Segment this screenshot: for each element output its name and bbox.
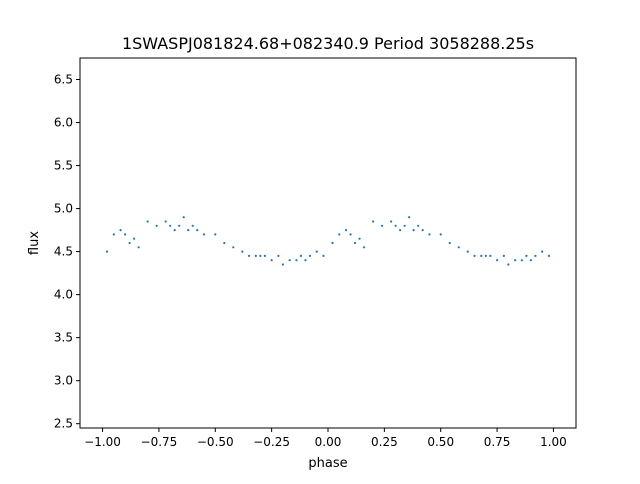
data-point (353, 241, 357, 245)
data-point (381, 224, 384, 227)
data-point (520, 259, 523, 262)
data-point (187, 228, 190, 232)
data-point (277, 254, 280, 258)
data-point (232, 246, 235, 249)
y-tick-label: 5.0 (54, 202, 73, 216)
data-point (270, 259, 273, 262)
data-point (123, 233, 127, 236)
points-layer (105, 216, 551, 266)
data-point (371, 220, 375, 223)
data-point (308, 254, 312, 258)
data-point (105, 250, 109, 253)
data-point (473, 254, 476, 258)
data-point (349, 233, 352, 236)
y-axis: 2.5 3.0 3.5 4.0 4.5 5.0 5.5 6.0 6.5 (54, 73, 80, 431)
data-point (408, 216, 411, 219)
data-point (173, 228, 176, 232)
y-tick-label: 6.0 (54, 116, 73, 130)
x-tick-label: −0.25 (253, 435, 290, 449)
data-point (169, 224, 172, 227)
data-point (241, 250, 244, 253)
data-point (399, 228, 402, 232)
data-point (480, 254, 483, 258)
data-point (182, 216, 185, 219)
data-point (164, 220, 167, 223)
data-point (421, 228, 424, 232)
data-point (202, 233, 206, 236)
data-point (489, 254, 492, 258)
data-point (448, 241, 451, 245)
data-point (507, 263, 510, 266)
x-tick-label: −0.50 (197, 435, 234, 449)
data-point (390, 220, 393, 223)
chart-title: 1SWASPJ081824.68+082340.9 Period 3058288… (122, 34, 534, 53)
x-axis-label: phase (308, 456, 347, 471)
data-point (119, 228, 122, 232)
y-tick-label: 2.5 (54, 417, 73, 431)
data-point (191, 224, 194, 227)
x-tick-label: 0.75 (484, 435, 511, 449)
data-point (254, 254, 257, 258)
x-tick-label: −1.00 (84, 435, 121, 449)
data-point (304, 259, 307, 262)
data-point (495, 259, 499, 262)
y-tick-label: 3.5 (54, 331, 73, 345)
data-point (362, 246, 366, 249)
data-point (358, 237, 361, 240)
data-point (315, 250, 318, 253)
y-axis-label: flux (27, 231, 42, 255)
x-tick-label: 0.50 (427, 435, 454, 449)
data-point (338, 233, 341, 236)
data-point (394, 224, 397, 227)
data-point (529, 259, 533, 262)
data-point (196, 228, 199, 232)
data-point (146, 220, 149, 223)
y-tick-label: 4.5 (54, 245, 73, 259)
data-point (403, 224, 406, 227)
data-point (263, 254, 266, 258)
x-tick-label: 0.25 (371, 435, 398, 449)
data-point (214, 233, 217, 236)
data-point (155, 224, 158, 227)
x-tick-label: 1.00 (540, 435, 567, 449)
data-point (439, 233, 442, 236)
data-point (299, 254, 303, 258)
data-point (525, 254, 528, 258)
data-point (457, 246, 460, 249)
data-point (223, 241, 226, 245)
data-point (112, 233, 115, 236)
data-point (484, 254, 487, 258)
data-point (502, 254, 505, 258)
y-tick-label: 4.0 (54, 288, 73, 302)
data-point (514, 259, 517, 262)
y-tick-label: 3.0 (54, 374, 73, 388)
data-point (295, 259, 298, 262)
data-point (534, 254, 537, 258)
data-point (288, 259, 291, 262)
data-point (137, 246, 140, 249)
data-point (412, 228, 415, 232)
data-point (128, 241, 131, 245)
x-axis: −1.00 −0.75 −0.50 −0.25 0.00 0.25 0.50 0.75 1.00 (84, 428, 567, 449)
data-point (541, 250, 544, 253)
data-point (281, 263, 285, 266)
data-point (417, 224, 420, 227)
data-point (133, 237, 136, 240)
data-point (331, 241, 334, 245)
x-tick-label: 0.00 (315, 435, 342, 449)
y-tick-label: 6.5 (54, 73, 73, 87)
data-point (428, 233, 431, 236)
data-point (247, 254, 251, 258)
data-point (344, 228, 348, 232)
data-point (547, 254, 551, 258)
data-point (322, 254, 325, 258)
data-point (178, 224, 181, 227)
plot-frame (79, 57, 577, 429)
data-point (466, 250, 469, 253)
data-point (259, 254, 262, 258)
x-tick-label: −0.75 (141, 435, 178, 449)
y-tick-label: 5.5 (54, 159, 73, 173)
